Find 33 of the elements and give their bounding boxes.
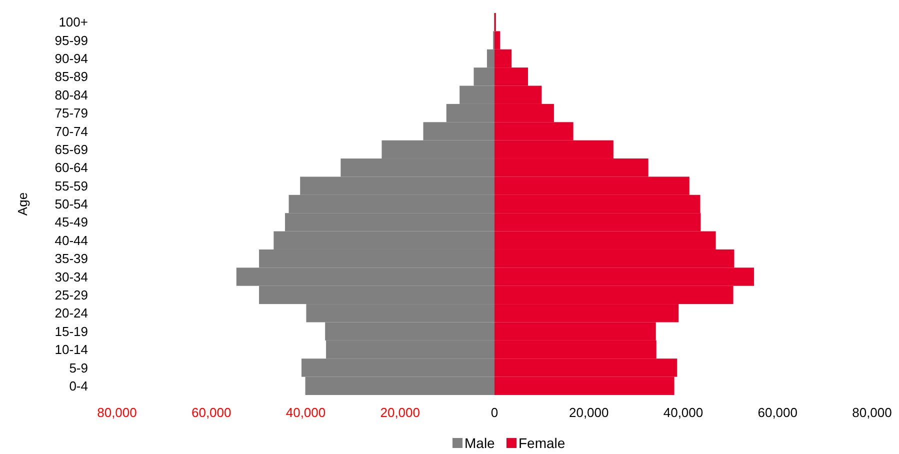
y-tick-label: 100+	[58, 14, 88, 30]
y-tick-label: 15-19	[54, 324, 88, 339]
y-tick-label: 65-69	[54, 142, 88, 157]
y-tick-label: 20-24	[54, 306, 88, 321]
y-tick-label: 25-29	[54, 288, 88, 302]
x-tick-label: 0	[490, 405, 498, 420]
y-tick-label: 50-54	[54, 196, 88, 212]
y-tick-label: 70-74	[54, 124, 88, 139]
y-tick-label: 5-9	[69, 360, 88, 376]
y-tick-label: 85-89	[54, 69, 88, 84]
y-tick-label: 10-14	[54, 342, 88, 358]
y-tick-label: 45-49	[54, 214, 88, 230]
x-tick-label: 80,000	[97, 405, 137, 420]
y-axis-title: Age	[15, 192, 30, 216]
y-tick-label: 75-79	[54, 106, 88, 121]
y-tick-label: 90-94	[54, 51, 88, 66]
x-tick-label: 20,000	[568, 405, 609, 420]
x-tick-label: 60,000	[758, 405, 798, 420]
x-tick-label: 20,000	[380, 405, 420, 420]
x-tick-label: 40,000	[286, 405, 326, 420]
y-tick-label: 80-84	[54, 87, 88, 102]
legend-label: Female	[518, 435, 566, 451]
y-tick-label: 40-44	[54, 232, 88, 248]
y-tick-label: 60-64	[54, 160, 88, 176]
y-tick-label: 55-59	[54, 178, 88, 194]
legend-label: Male	[464, 435, 496, 451]
y-tick-label: 95-99	[54, 32, 88, 48]
y-tick-label: 30-34	[54, 269, 88, 284]
y-tick-label: 35-39	[54, 251, 88, 266]
y-tick-label: 0-4	[69, 378, 88, 394]
x-tick-label: 40,000	[663, 405, 704, 420]
x-tick-label: 80,000	[852, 405, 892, 420]
x-tick-label: 60,000	[191, 405, 232, 420]
